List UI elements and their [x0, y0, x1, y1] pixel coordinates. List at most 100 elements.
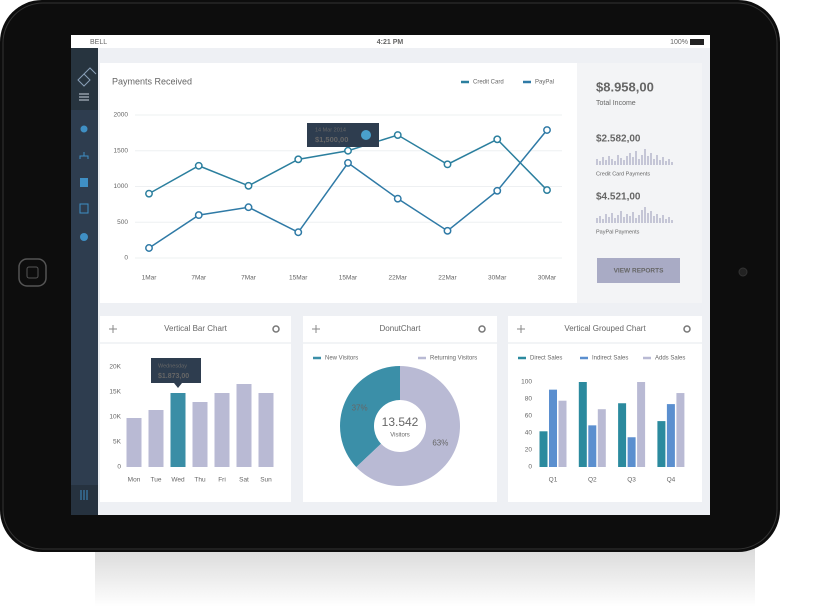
point	[543, 126, 551, 134]
y-tick-label: 10K	[109, 414, 121, 421]
bar	[676, 393, 685, 467]
point	[145, 244, 153, 252]
x-tick-label: 7Mar	[191, 275, 207, 282]
bar	[657, 421, 666, 467]
point	[194, 211, 203, 220]
sidebar	[71, 48, 98, 515]
donut-slice	[340, 366, 400, 468]
y-tick-label: 40	[525, 430, 533, 437]
nav-chart[interactable]	[80, 233, 88, 241]
y-tick-label: 1500	[114, 147, 129, 154]
nav-structure[interactable]	[79, 152, 89, 159]
x-tick-label: 15Mar	[339, 275, 358, 282]
y-tick-label: 0	[124, 255, 128, 262]
x-tick-label: Q1	[549, 477, 558, 484]
logo	[77, 67, 97, 87]
bar	[578, 382, 587, 467]
tooltip-label: Wednesday	[158, 363, 187, 369]
total-income: $8.958,00	[596, 79, 654, 94]
sparkline	[596, 149, 673, 165]
bar	[666, 404, 675, 467]
panel-title: Vertical Grouped Chart	[564, 324, 646, 333]
point	[344, 146, 352, 155]
settings-icon[interactable]	[478, 325, 486, 333]
home-button-icon	[26, 266, 39, 279]
settings-icon[interactable]	[80, 490, 88, 500]
bar	[539, 431, 548, 467]
slice-label: 37%	[352, 404, 368, 413]
point	[493, 135, 502, 144]
bar	[148, 410, 164, 467]
device-bezel	[2, 2, 778, 550]
nav-documents[interactable]	[79, 203, 89, 214]
bar	[549, 389, 557, 467]
status-bar	[71, 35, 710, 48]
chart-title: Payments Received	[112, 76, 192, 86]
menu-icon[interactable]	[79, 93, 89, 101]
point	[294, 155, 303, 164]
legend-label: Returning Visitors	[430, 356, 477, 362]
carrier: BELL	[90, 39, 107, 46]
panel-title: Vertical Bar Chart	[164, 324, 227, 333]
x-tick-label: 7Mar	[241, 275, 257, 282]
credit-amount: $2.582,00	[596, 134, 641, 145]
x-tick-label: Sat	[239, 477, 249, 484]
x-tick-label: Sun	[260, 477, 272, 484]
y-tick-label: 100	[521, 379, 532, 386]
x-tick-label: 30Mar	[538, 275, 557, 282]
bar	[236, 384, 252, 467]
legend-label: Adds Sales	[655, 356, 685, 362]
point	[344, 158, 352, 167]
view-reports-button[interactable]	[597, 258, 680, 283]
y-tick-label: 5K	[113, 439, 122, 446]
y-tick-label: 2000	[114, 112, 129, 119]
y-tick-label: 20	[525, 447, 533, 454]
center-label: Visitors	[390, 433, 410, 439]
bar	[126, 418, 142, 467]
y-tick-label: 20K	[109, 364, 121, 371]
y-tick-label: 500	[117, 219, 128, 226]
x-tick-label: 30Mar	[488, 275, 507, 282]
x-tick-label: Thu	[194, 477, 206, 484]
point	[194, 161, 203, 170]
credit-label: Credit Card Payments	[596, 171, 650, 177]
bar	[558, 400, 567, 467]
nav-calculator[interactable]	[80, 178, 88, 187]
x-tick-label: 22Mar	[438, 275, 457, 282]
x-tick-label: 1Mar	[142, 275, 158, 282]
x-tick-label: 22Mar	[389, 275, 408, 282]
panel-title: DonutChart	[380, 324, 422, 333]
tooltip-value: $1,500,00	[315, 135, 348, 144]
tooltip-pointer	[174, 383, 182, 388]
bar	[597, 409, 606, 467]
x-tick-label: Wed	[171, 477, 185, 484]
y-tick-label: 0	[117, 464, 121, 471]
point	[443, 160, 452, 169]
settings-icon[interactable]	[272, 325, 280, 333]
nav-home[interactable]	[80, 125, 88, 133]
y-tick-label: 15K	[109, 389, 121, 396]
point	[393, 131, 402, 139]
bar	[637, 382, 646, 467]
x-tick-label: Tue	[151, 477, 162, 484]
home-button[interactable]	[18, 258, 47, 287]
y-tick-label: 0	[528, 464, 532, 471]
point	[443, 226, 452, 235]
legend-label: New Visitors	[325, 356, 358, 362]
battery-icon	[690, 39, 704, 45]
legend-label: PayPal	[535, 80, 554, 86]
slice-label: 63%	[432, 439, 448, 448]
tooltip	[151, 358, 201, 383]
x-tick-label: Q3	[627, 477, 636, 484]
x-tick-label: Fri	[218, 477, 226, 484]
sidebar-top	[71, 48, 98, 110]
settings-icon[interactable]	[683, 325, 691, 333]
button-label[interactable]: VIEW REPORTS	[614, 268, 665, 275]
point	[393, 194, 402, 203]
x-tick-label: Q2	[588, 477, 597, 484]
bar	[192, 402, 208, 467]
camera	[738, 267, 748, 277]
